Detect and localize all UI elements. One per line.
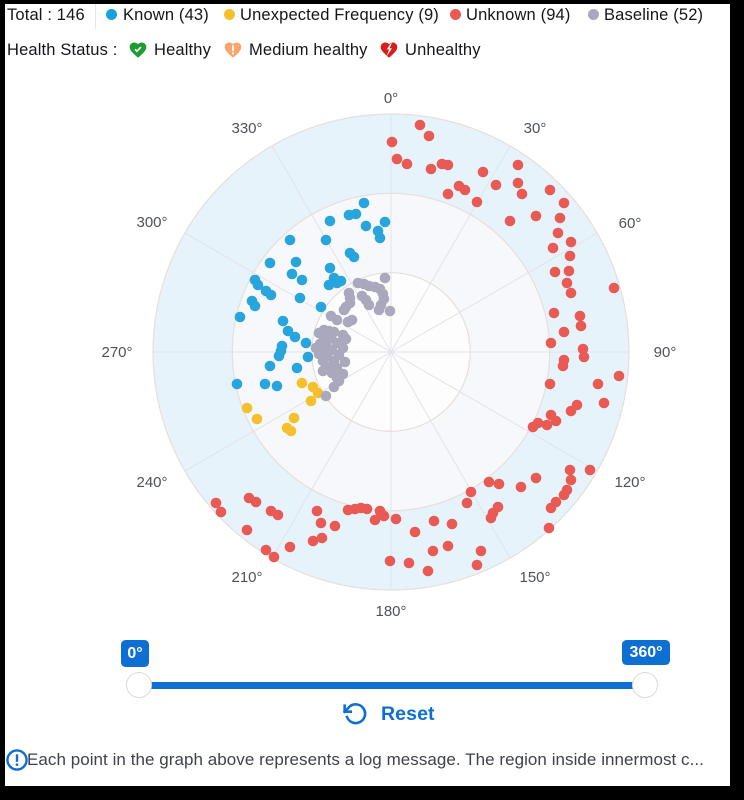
svg-text:60°: 60° (619, 215, 642, 232)
svg-text:270°: 270° (101, 344, 132, 361)
svg-text:0°: 0° (384, 90, 398, 107)
svg-text:180°: 180° (375, 603, 406, 620)
svg-text:150°: 150° (519, 569, 550, 586)
svg-text:210°: 210° (231, 569, 262, 586)
svg-text:120°: 120° (614, 474, 645, 491)
svg-text:240°: 240° (136, 474, 167, 491)
svg-text:90°: 90° (654, 344, 677, 361)
svg-text:30°: 30° (524, 120, 547, 137)
svg-text:330°: 330° (231, 120, 262, 137)
svg-text:300°: 300° (136, 214, 167, 231)
